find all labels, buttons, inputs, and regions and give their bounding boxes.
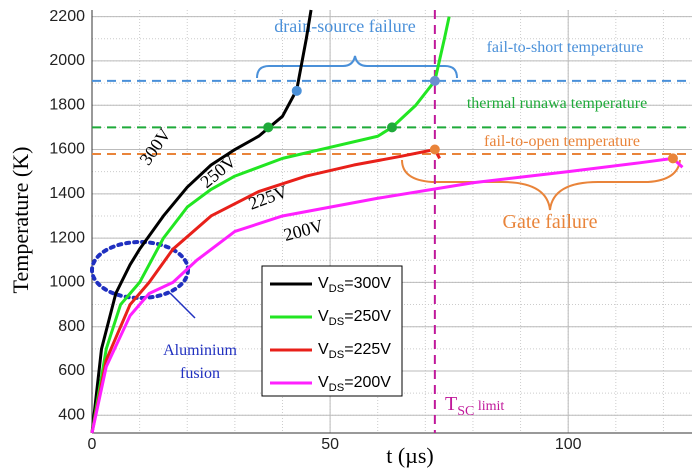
brace [401,159,681,211]
y-tick-label: 1600 [49,141,85,158]
x-tick-label: 0 [88,436,97,453]
x-axis-label: t (µs) [386,443,434,468]
y-tick-label: 1200 [49,229,85,246]
x-tick-label: 50 [321,436,339,453]
reference-label: fail-to-open temperature [484,133,640,150]
y-tick-label: 400 [58,407,85,424]
y-tick-label: 2000 [49,52,85,69]
legend-label: VDS=250V [318,308,391,328]
time-limit-label: TSC limit [445,393,504,419]
marker [429,75,440,86]
annotation: fusion [180,365,220,382]
marker [429,144,440,155]
y-tick-label: 800 [58,318,85,335]
y-tick-label: 2200 [49,8,85,25]
reference-label: fail-to-short temperature [487,39,644,56]
marker [291,85,302,96]
brace [256,55,458,79]
annotation: Gate failure [503,211,598,233]
x-tick-label: 100 [555,436,582,453]
pointer [169,292,196,319]
annotation: Aluminium [163,342,237,359]
marker [667,153,678,164]
legend-label: VDS=225V [318,341,391,361]
marker [263,122,274,133]
marker [387,122,397,133]
curve [90,148,441,434]
curve [90,156,684,434]
annotation: drain-source failure [274,16,415,36]
legend-label: VDS=300V [318,275,391,295]
reference-label: thermal runawa temperature [467,95,647,112]
y-axis-label: Temperature (K) [8,147,33,294]
y-tick-label: 1400 [49,185,85,202]
legend-label: VDS=200V [318,374,391,394]
y-tick-label: 1000 [49,274,85,291]
curve [90,16,451,434]
y-tick-label: 1800 [49,96,85,113]
legend-box [261,265,403,397]
y-tick-label: 600 [58,362,85,379]
